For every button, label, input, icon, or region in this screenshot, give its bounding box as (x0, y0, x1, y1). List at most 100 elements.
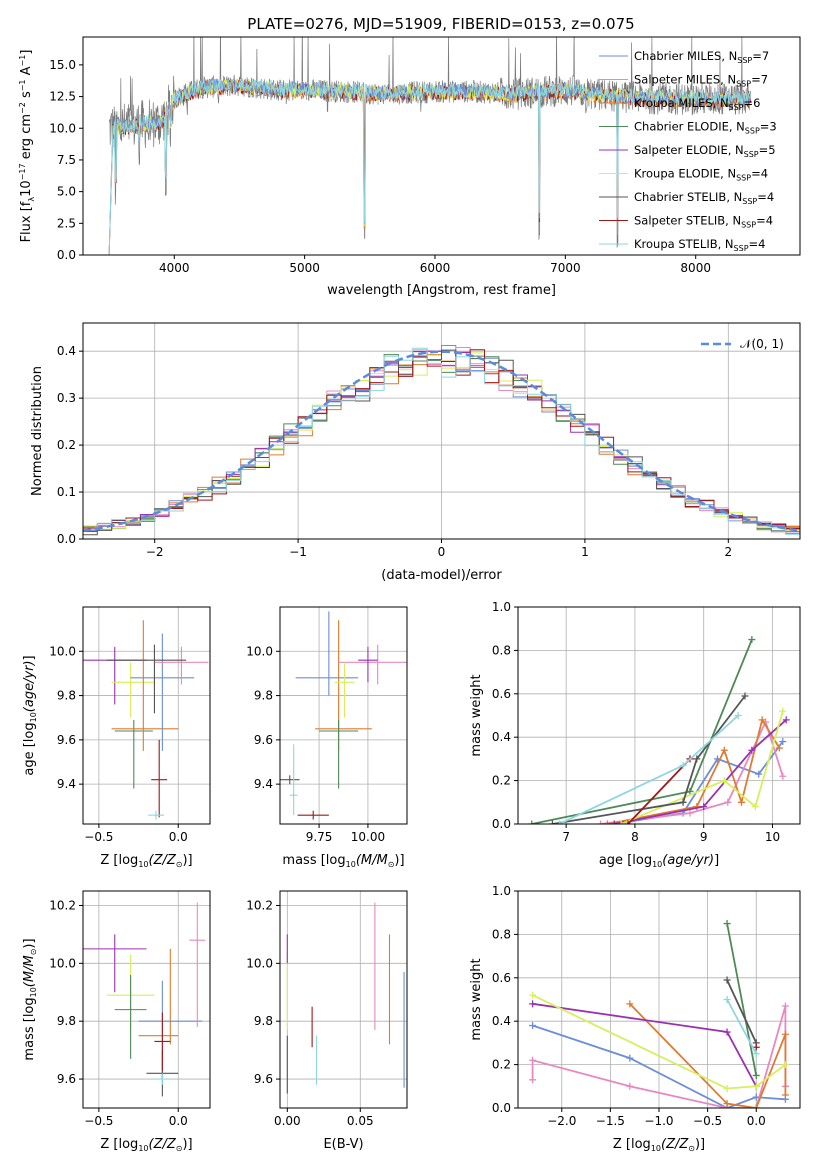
x-tick-label: −0.5 (84, 1114, 113, 1128)
legend-entry: Chabrier MILES, NSSP=7 (634, 49, 769, 65)
weight-marker (748, 636, 756, 644)
y-tick-label: 0.2 (57, 438, 76, 452)
legend-entry: Kroupa ELODIE, NSSP=4 (634, 167, 768, 183)
y-tick-label: 10.2 (246, 898, 273, 912)
weight-marker (693, 755, 701, 763)
axes-box (279, 890, 408, 1109)
axes-frame: −2.0 −1.5 −1.0 −0.5 0.0 0.0 0.2 0.4 0.6 0.8 1.0 mas… (469, 884, 801, 1153)
weight-marker (779, 772, 787, 780)
y-tick-label: 10.0 (49, 644, 76, 658)
y-tick-label: 10.0 (246, 956, 273, 970)
weight-marker (781, 1002, 789, 1010)
legend: Chabrier MILES, NSSP=7 Salpeter MILES, NS… (599, 49, 777, 253)
plot-area (286, 902, 405, 1094)
weight-marker (724, 798, 732, 806)
x-axis-label: Z [log10(Z/Z⊙)] (100, 853, 192, 869)
x-tick-label: −0.5 (693, 1114, 722, 1128)
y-tick-label: 10.0 (49, 956, 76, 970)
weight-marker (723, 1028, 731, 1036)
weight-marker (679, 798, 687, 806)
y-tick-label: 1.0 (492, 600, 511, 614)
y-tick-label: 10.0 (49, 121, 76, 135)
weight-marker (723, 976, 731, 984)
y-tick-label: 0.8 (492, 927, 511, 941)
axes-box (82, 890, 211, 1109)
plot-area (83, 902, 206, 1097)
y-tick-label: 9.6 (57, 733, 76, 747)
weight-marker (626, 1000, 634, 1008)
weight-series (726, 923, 758, 1076)
legend-entry: Kroupa STELIB, NSSP=4 (634, 237, 765, 253)
panel-residuals: −2 −1 0 1 2 0.0 0.1 0.2 0.3 0.4 𝒩(0, 1) (data-model… (30, 322, 801, 583)
plot-area (83, 620, 209, 820)
weight-marker (748, 746, 756, 754)
plot-area (529, 920, 789, 1108)
y-tick-label: 0.0 (492, 1101, 511, 1115)
weight-series (607, 717, 781, 824)
x-tick-label: 9 (700, 830, 708, 844)
y-tick-label: 9.4 (254, 777, 273, 791)
axes-frame: 9.75 10.00 9.4 9.6 9.8 10.0 mass [log10(M/M⊙)] (246, 606, 408, 869)
x-tick-label: 7000 (550, 261, 581, 275)
legend-entry: Chabrier STELIB, NSSP=4 (634, 190, 774, 206)
weight-series (726, 999, 757, 1055)
weight-marker (679, 761, 687, 769)
weight-marker (528, 820, 536, 824)
x-tick-label: 5000 (289, 261, 320, 275)
weight-marker (752, 1071, 760, 1079)
x-tick-label: 10 (765, 830, 780, 844)
plot-area (280, 611, 407, 820)
y-tick-label: 9.8 (254, 1014, 273, 1028)
x-tick-label: 1 (581, 545, 589, 559)
weight-marker (758, 716, 766, 724)
x-axis-label: E(B-V) (323, 1137, 363, 1152)
x-tick-label: −0.5 (84, 830, 113, 844)
weight-marker (700, 803, 708, 811)
x-tick-label: 4000 (159, 261, 190, 275)
weight-series (726, 979, 758, 1044)
y-tick-label: 0.4 (492, 730, 511, 744)
y-tick-label: 0.1 (57, 485, 76, 499)
y-tick-label: 0.0 (492, 817, 511, 831)
panel-mass-vs-Z: −0.5 0.0 9.6 9.8 10.0 10.2 Z [log10(Z/Z⊙)] mass… (22, 890, 211, 1153)
x-tick-label: 0.0 (169, 830, 188, 844)
x-tick-label: 10.00 (351, 830, 385, 844)
y-axis-label: mass weight (469, 958, 484, 1040)
weight-marker (723, 996, 731, 1003)
x-tick-label: 6000 (420, 261, 451, 275)
y-tick-label: 9.6 (57, 1072, 76, 1086)
y-tick-label: 10.0 (246, 644, 273, 658)
weight-marker (738, 798, 746, 806)
weight-marker (529, 1076, 537, 1084)
panel-mass-vs-EBV: 0.00 0.05 9.6 9.8 10.0 10.2 E(B-V) (246, 890, 408, 1152)
weight-marker (752, 1050, 760, 1058)
weight-marker (723, 1084, 731, 1092)
axes-frame: 7 8 9 10 0.0 0.2 0.4 0.6 0.8 1.0 mass weight age [l… (469, 600, 801, 869)
x-tick-label: 2 (724, 545, 732, 559)
x-tick-label: −1 (289, 545, 307, 559)
weight-marker (720, 777, 728, 785)
legend-entry: Chabrier ELODIE, NSSP=3 (634, 120, 777, 136)
weight-marker (734, 712, 742, 719)
weight-marker (624, 820, 632, 824)
y-tick-label: 9.8 (57, 689, 76, 703)
weight-marker (548, 820, 556, 824)
axes-box (82, 36, 801, 256)
y-tick-label: 0.6 (492, 687, 511, 701)
y-axis-label: age [log10(age/yr)] (22, 655, 38, 775)
weight-marker (781, 1030, 789, 1038)
axes-frame: −2 −1 0 1 2 0.0 0.1 0.2 0.3 0.4 𝒩(0, 1) (data-model… (30, 322, 801, 583)
panel-weight-vs-age: 7 8 9 10 0.0 0.2 0.4 0.6 0.8 1.0 mass weight age [l… (469, 600, 801, 869)
normal-curve (83, 350, 798, 533)
y-tick-label: 7.5 (57, 153, 76, 167)
panel-weight-vs-Z: −2.0 −1.5 −1.0 −0.5 0.0 0.0 0.2 0.4 0.6 0.8 1.0 mas… (469, 884, 801, 1153)
figure-title: PLATE=0276, MJD=51909, FIBERID=0153, z=0… (247, 15, 634, 33)
y-tick-label: 9.8 (254, 689, 273, 703)
weight-marker (555, 820, 563, 824)
legend-entry: 𝒩(0, 1) (740, 337, 784, 351)
y-tick-label: 9.8 (57, 1014, 76, 1028)
y-axis-label: mass weight (469, 674, 484, 756)
weight-marker (781, 1091, 789, 1099)
y-tick-label: 2.5 (57, 216, 76, 230)
y-tick-label: 0.8 (492, 643, 511, 657)
